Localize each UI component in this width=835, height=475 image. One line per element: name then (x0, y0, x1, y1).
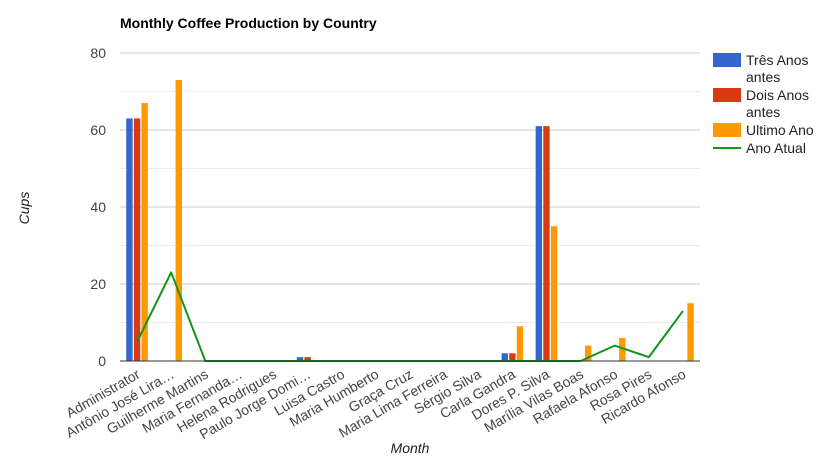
bars (126, 79, 694, 362)
bar (296, 357, 304, 361)
chart-title: Monthly Coffee Production by Country (120, 15, 377, 31)
gridlines (120, 52, 700, 323)
series-line (136, 271, 684, 362)
legend-swatch (713, 88, 741, 102)
legend-label: antes (746, 104, 780, 120)
y-tick-label: 60 (90, 122, 106, 138)
bar (687, 303, 694, 361)
bar (535, 126, 543, 362)
bar (133, 118, 141, 361)
y-axis-title: Cups (16, 192, 32, 225)
bar (509, 353, 516, 361)
legend-label: Ano Atual (746, 140, 806, 156)
legend-label: Três Anos (746, 52, 809, 68)
y-tick-label: 20 (90, 276, 106, 292)
x-axis-title: Month (391, 440, 430, 456)
bar (141, 103, 148, 362)
legend-label: antes (746, 69, 780, 85)
bar (550, 226, 558, 361)
bar (175, 79, 182, 361)
bar (126, 118, 133, 361)
bar (543, 126, 550, 362)
bar (501, 353, 508, 361)
bar (516, 326, 524, 361)
legend-swatch (713, 53, 741, 67)
bar (584, 345, 592, 361)
y-tick-label: 80 (90, 45, 106, 61)
legend-swatch (713, 123, 741, 137)
lines (136, 271, 684, 362)
legend-label: Ultimo Ano (746, 122, 814, 138)
legend-label: Dois Anos (746, 87, 809, 103)
y-tick-label: 0 (98, 353, 106, 369)
y-tick-label: 40 (90, 199, 106, 215)
bar (619, 337, 626, 361)
bar (304, 357, 311, 361)
